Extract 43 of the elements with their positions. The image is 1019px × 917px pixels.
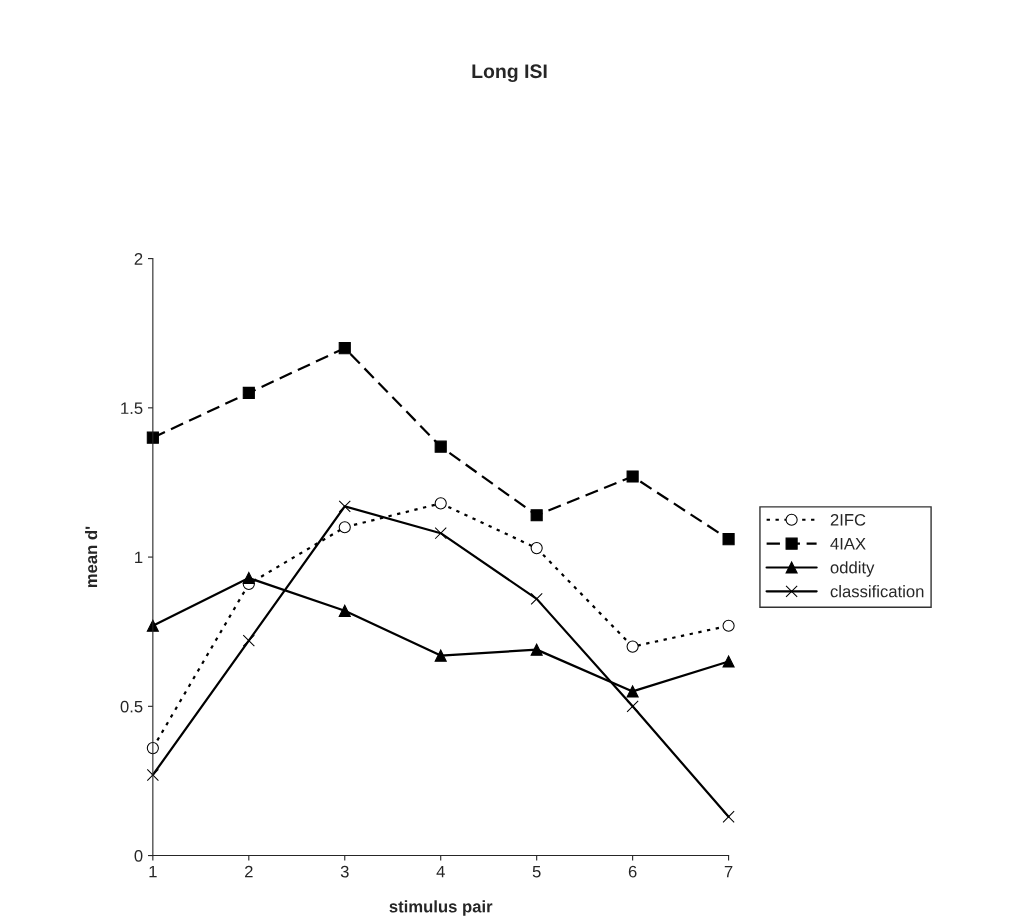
- legend-label: classification: [830, 585, 924, 598]
- point: [434, 527, 447, 540]
- x-axis-title: stimulus pair: [389, 900, 493, 916]
- point: [434, 497, 447, 510]
- point: [722, 655, 735, 668]
- point: [722, 533, 735, 546]
- chart-title: Long ISI: [472, 64, 547, 83]
- legend-label: 4IAX: [830, 537, 866, 550]
- point: [434, 440, 447, 453]
- point: [338, 521, 351, 534]
- point: [626, 685, 639, 698]
- point: [242, 634, 255, 647]
- point: [338, 500, 351, 513]
- point: [146, 768, 159, 782]
- y-tick-label: 1: [135, 551, 143, 564]
- x-tick-label: 6: [628, 865, 637, 878]
- point: [338, 604, 351, 617]
- point: [626, 470, 639, 483]
- y-tick-label: 0: [134, 849, 143, 862]
- x-tick-label: 7: [724, 865, 733, 878]
- x-tick-label: 1: [149, 865, 157, 878]
- point: [530, 592, 543, 605]
- y-tick-label: 2: [134, 253, 143, 265]
- point: [338, 342, 351, 355]
- point: [242, 571, 255, 585]
- point: [722, 619, 735, 632]
- point: [722, 810, 735, 823]
- y-tick-label: 1.5: [121, 402, 143, 415]
- y-axis-title: mean d': [84, 526, 98, 588]
- x-tick-label: 5: [532, 865, 541, 878]
- x-tick-label: 3: [340, 865, 349, 878]
- point: [530, 542, 543, 555]
- point: [434, 649, 447, 662]
- point: [626, 640, 639, 653]
- point: [530, 509, 543, 522]
- point: [626, 700, 639, 713]
- x-tick-label: 4: [436, 865, 445, 878]
- point: [530, 643, 543, 656]
- legend-label: oddity: [830, 561, 875, 577]
- point: [242, 386, 255, 399]
- x-tick-label: 2: [245, 865, 253, 878]
- legend-label: 2IFC: [830, 513, 866, 526]
- y-tick-label: 0.5: [120, 700, 143, 713]
